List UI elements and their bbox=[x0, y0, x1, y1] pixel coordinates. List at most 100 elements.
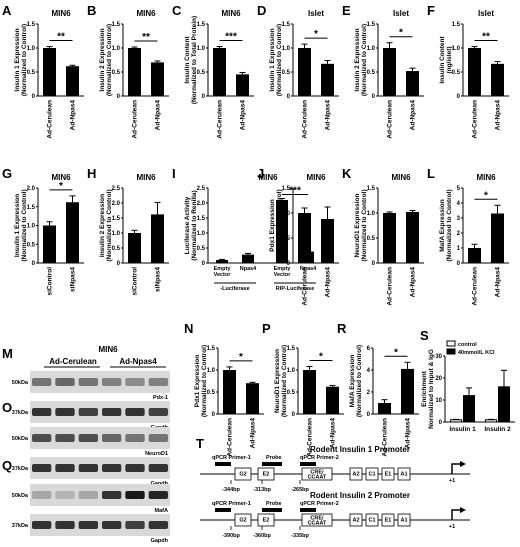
y-axis-label-line: (Normalized to Control) bbox=[281, 345, 288, 417]
promoter-element bbox=[349, 467, 363, 481]
y-axis-label: MafA Expression(Normalized to Control) bbox=[439, 189, 453, 261]
y-axis-label-line: Insulin 2 Expression bbox=[99, 194, 106, 257]
promoter-title: Rodent Insulin 1 Promoter bbox=[310, 445, 410, 454]
y-tick-label: 0 bbox=[292, 412, 296, 418]
y-axis-label: MafA Expression(Normalized to Control) bbox=[349, 345, 363, 417]
x-category-label: Ad-Npas4 bbox=[155, 100, 162, 131]
y-tick-label: 0 bbox=[202, 94, 206, 100]
x-category-label: siControl bbox=[47, 267, 54, 296]
promoter-element bbox=[301, 513, 333, 527]
y-tick-label: 0 bbox=[287, 94, 291, 100]
bar bbox=[468, 248, 481, 263]
panel-label: P bbox=[262, 321, 271, 336]
bar bbox=[321, 63, 334, 96]
y-axis-label-line: (Normalized to Control) bbox=[106, 24, 113, 96]
y-tick-label: 2.5 bbox=[112, 186, 121, 192]
primer-1-mark bbox=[215, 462, 231, 466]
panel-label: A bbox=[2, 3, 12, 18]
x-category-label: siNpas4 bbox=[70, 267, 77, 292]
blot-strip bbox=[30, 484, 170, 506]
promoter-element-label: A2 bbox=[352, 472, 359, 478]
blot-band bbox=[125, 434, 145, 442]
x-category-label: siNpas4 bbox=[155, 267, 162, 292]
y-tick-label: 0 bbox=[372, 94, 376, 100]
x-category-label-line: Empty bbox=[214, 266, 232, 272]
y-axis-label-line: Insulin 2 Expression bbox=[99, 28, 106, 91]
y-axis-label-line: Insulin 1 Expression bbox=[14, 194, 21, 257]
panel-title: MIN6 bbox=[136, 173, 156, 182]
x-category-label: Ad-Npas4 bbox=[70, 100, 77, 131]
blot-strip bbox=[30, 401, 170, 423]
x-category-label-line: Npas4 bbox=[300, 266, 317, 272]
y-tick-label: 0 bbox=[212, 412, 216, 418]
y-axis-label-line: MafA Expression bbox=[439, 199, 446, 252]
x-category-label: Empty Vector bbox=[274, 266, 292, 278]
group-label: -Luciferase bbox=[220, 286, 249, 292]
panel-title: MIN6 bbox=[306, 173, 326, 182]
x-category-label: Ad-Cerulean bbox=[302, 100, 309, 139]
y-tick-label: 1.5 bbox=[367, 22, 376, 28]
tss-arrow-icon bbox=[451, 463, 462, 474]
bar bbox=[128, 233, 141, 263]
promoter-1: Rodent Insulin 1 Promoter +1 G2 E2 CRE/CCAAT… bbox=[200, 445, 470, 493]
blot-band bbox=[102, 464, 122, 472]
panel-title: Islet bbox=[478, 9, 494, 18]
panel-label: L bbox=[427, 166, 435, 181]
y-tick-label: 1.0 bbox=[287, 368, 296, 374]
y-tick-label: 4 bbox=[367, 368, 371, 374]
y-tick-label: 1.0 bbox=[112, 46, 121, 52]
x-category-label: Ad-Npas4 bbox=[250, 418, 257, 449]
y-tick-label: 1.5 bbox=[287, 346, 296, 352]
bar bbox=[406, 212, 419, 263]
blot-kda: 50kDa bbox=[12, 436, 29, 442]
y-axis-label-line: (ng/islet) bbox=[446, 46, 453, 73]
blot-band bbox=[55, 378, 75, 386]
x-category-label: Ad-Npas4 bbox=[325, 267, 332, 298]
blot-band bbox=[55, 408, 75, 416]
panel-label: E bbox=[342, 3, 351, 18]
panel-label: S bbox=[420, 328, 429, 343]
bar bbox=[276, 200, 288, 263]
bar bbox=[401, 368, 414, 414]
panel-label: T bbox=[196, 436, 204, 451]
x-category-label-line: Vector bbox=[274, 272, 292, 278]
promoter-element-label: A1 bbox=[400, 518, 407, 524]
primer-1-label: qPCR Primer-1 bbox=[212, 501, 251, 507]
y-axis-label: Insulin 1 Expression(Normalized to Contr… bbox=[14, 189, 28, 261]
blot-band bbox=[55, 491, 75, 499]
promoter-element-label-line: CRE/ bbox=[310, 516, 324, 522]
promoter-element-label: C1 bbox=[368, 518, 375, 524]
x-category-label: Ad-Npas4 bbox=[410, 267, 417, 298]
primer-2-label: qPCR Primer-2 bbox=[300, 501, 339, 507]
y-tick-label: 2 bbox=[457, 231, 461, 237]
x-category-label: Ad-Cerulean bbox=[227, 418, 234, 457]
bar bbox=[151, 214, 164, 263]
y-axis-label: NeuroD1 Expression(Normalized to Control… bbox=[354, 189, 368, 261]
promoter-element-label-line: CCAAT bbox=[308, 521, 327, 527]
promoter-element bbox=[234, 467, 252, 481]
y-tick-label: 1.0 bbox=[207, 368, 216, 374]
promoter-element-label: A2 bbox=[352, 518, 359, 524]
promoter-element-label: A1 bbox=[400, 472, 407, 478]
group-label: RIP-Luciferase bbox=[276, 286, 315, 292]
y-tick-label: 1.0 bbox=[197, 231, 206, 237]
bar bbox=[450, 419, 462, 423]
bar bbox=[468, 48, 481, 96]
panel-title: MIN6 bbox=[136, 9, 156, 18]
blot-title: MIN6 bbox=[98, 345, 118, 354]
sig-marker: * bbox=[484, 190, 488, 201]
tss-label: +1 bbox=[449, 478, 455, 484]
blot-band bbox=[78, 521, 98, 529]
blot-band bbox=[55, 521, 75, 529]
panel-label: N bbox=[184, 321, 193, 336]
promoter-element-label: CRE/CCAAT bbox=[308, 470, 327, 481]
bar bbox=[151, 62, 164, 96]
bar bbox=[498, 386, 510, 423]
panel-label: F bbox=[427, 3, 435, 18]
y-axis-label-line: (Normalized to Control) bbox=[106, 189, 113, 261]
panel-label: Q bbox=[2, 458, 12, 473]
y-tick-label: 1.5 bbox=[27, 205, 36, 211]
sig-marker: * bbox=[399, 28, 403, 39]
probe-mark bbox=[262, 508, 282, 512]
